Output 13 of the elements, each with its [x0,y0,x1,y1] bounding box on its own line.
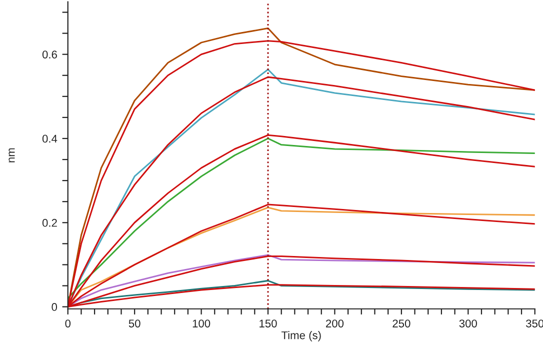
y-tick-label: 0.2 [42,218,57,227]
x-tick-label: 100 [192,320,210,328]
x-tick-label: 0 [65,320,71,328]
x-tick-label: 300 [459,320,477,328]
y-axis-title: nm [8,148,15,162]
y-tick-label: 0.6 [42,50,57,58]
x-axis-title: Time (s) [281,331,321,342]
y-tick-label: 0 [52,303,58,311]
x-tick-label: 200 [326,320,344,328]
x-tick-label: 250 [392,320,410,328]
y-tick-label: 0.4 [42,134,58,143]
x-tick-label: 50 [128,320,140,328]
x-tick-label: 150 [260,320,277,328]
